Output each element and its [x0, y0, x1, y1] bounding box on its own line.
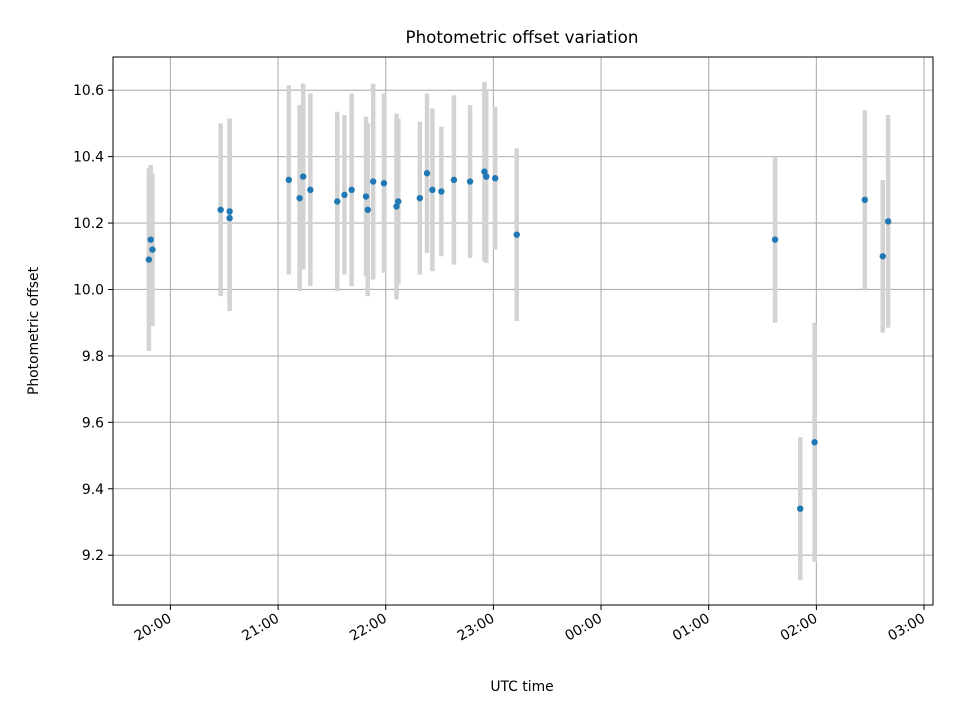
- data-point: [149, 246, 156, 253]
- y-tick-label: 9.8: [82, 349, 104, 365]
- data-point: [513, 231, 520, 238]
- y-tick-label: 10.4: [73, 150, 104, 166]
- data-point: [423, 170, 431, 177]
- data-point: [438, 188, 445, 195]
- data-point: [341, 191, 348, 199]
- y-axis-label: Photometric offset: [26, 266, 42, 395]
- y-tick-label: 9.4: [82, 482, 104, 498]
- data-point: [879, 253, 886, 260]
- data-point: [884, 218, 892, 225]
- y-tick-label: 10.6: [73, 83, 104, 99]
- data-point: [145, 256, 153, 263]
- data-point: [771, 236, 779, 243]
- y-tick-label: 9.6: [82, 415, 104, 431]
- data-point: [861, 196, 869, 204]
- x-axis-label: UTC time: [490, 679, 553, 695]
- y-tick-label: 9.2: [82, 548, 104, 564]
- data-point: [393, 203, 400, 210]
- data-point: [226, 214, 233, 222]
- data-point: [285, 176, 293, 184]
- y-tick-label: 10.2: [73, 216, 104, 232]
- data-point: [466, 178, 474, 185]
- data-point: [429, 186, 436, 194]
- y-tick-label: 10.0: [73, 282, 104, 298]
- data-point: [416, 194, 424, 202]
- data-point: [226, 208, 233, 215]
- data-point: [334, 198, 341, 205]
- data-point: [307, 186, 314, 194]
- data-point: [217, 206, 224, 213]
- data-point: [362, 193, 370, 200]
- plot-area-frame: [112, 56, 934, 606]
- data-point: [147, 236, 154, 243]
- data-point: [348, 186, 355, 194]
- data-point: [364, 206, 371, 213]
- data-point: [491, 175, 499, 182]
- data-point: [811, 439, 818, 446]
- data-point: [369, 178, 377, 185]
- data-point: [481, 168, 488, 175]
- data-point: [450, 176, 458, 184]
- y-axis-ticks: 9.2 9.4 9.6 9.8 10.0 10.2 10.4 10.6: [73, 83, 113, 564]
- chart-title: Photometric offset variation: [406, 27, 639, 47]
- data-point: [483, 173, 490, 180]
- data-points: [145, 168, 892, 512]
- data-point: [797, 505, 804, 512]
- data-point: [380, 180, 388, 187]
- data-point: [395, 198, 402, 205]
- data-point: [299, 173, 307, 180]
- data-point: [296, 194, 303, 202]
